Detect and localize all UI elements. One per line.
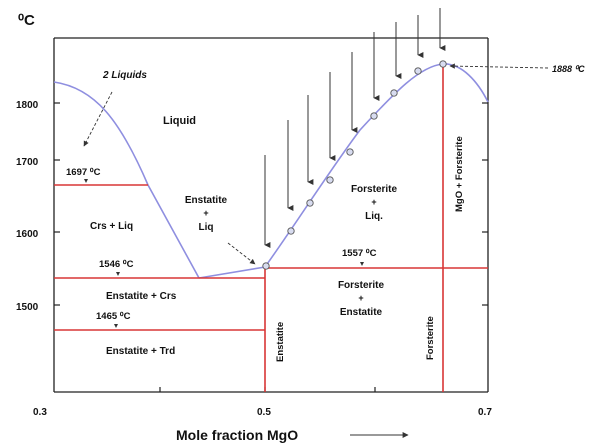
label-forsterite-liq-1: Forsterite xyxy=(351,184,398,195)
x-tick-label-0.7: 0.7 xyxy=(478,407,492,418)
liquidus-markers xyxy=(262,60,447,270)
marker xyxy=(287,227,295,235)
marker xyxy=(306,199,314,207)
label-enstatite-liq-3: Liq xyxy=(199,222,214,233)
y-tick-label-1500: 1500 xyxy=(16,302,39,313)
label-enstatite-trd: Enstatite + Trd xyxy=(106,346,175,357)
marker xyxy=(326,176,334,184)
temp-pointers xyxy=(84,179,364,328)
axes xyxy=(53,37,489,393)
marker xyxy=(370,112,378,120)
label-1557: 1557 ⁰C xyxy=(342,248,377,259)
label-liquid: Liquid xyxy=(163,115,196,127)
label-forsterite-enst-3: Enstatite xyxy=(340,307,383,318)
marker xyxy=(390,89,398,97)
marker xyxy=(262,262,270,270)
label-1697: 1697 ⁰C xyxy=(66,167,101,178)
label-forsterite-enst-1: Forsterite xyxy=(338,280,385,291)
y-tick-marks xyxy=(54,102,488,306)
label-forsterite-liq-3: Liq. xyxy=(365,211,383,222)
label-enstatite-vertical: Enstatite xyxy=(275,322,286,362)
label-enstatite-liq-2: + xyxy=(203,208,208,218)
label-forsterite-liq-2: + xyxy=(371,197,376,207)
x-tick-label-0.5: 0.5 xyxy=(257,407,271,418)
phase-boundaries xyxy=(54,65,488,392)
label-enstatite-liq-1: Enstatite xyxy=(185,195,228,206)
t1888-leader xyxy=(449,63,549,69)
y-unit-label: ⁰C xyxy=(18,12,35,29)
liquidus-curves xyxy=(53,63,489,279)
marker xyxy=(439,60,447,68)
label-enstatite-crs: Enstatite + Crs xyxy=(106,291,177,302)
enstatite-liq-leader xyxy=(227,242,256,265)
two-liquids-leader xyxy=(83,91,113,147)
cooling-arrows xyxy=(264,8,446,248)
y-tick-label-1700: 1700 xyxy=(16,157,39,168)
label-forsterite-vertical: Forsterite xyxy=(425,316,436,360)
label-1465: 1465 ⁰C xyxy=(96,311,131,322)
label-crs-liq: Crs + Liq xyxy=(90,221,133,232)
label-1888: 1888 ⁰C xyxy=(552,64,585,74)
label-1546: 1546 ⁰C xyxy=(99,259,134,270)
label-forsterite-enst-2: + xyxy=(358,293,363,303)
right-liquidus xyxy=(198,63,489,279)
left-liquidus xyxy=(53,81,200,279)
marker xyxy=(414,67,422,75)
leader-lines xyxy=(83,63,549,265)
x-axis-title: Mole fraction MgO xyxy=(176,427,298,443)
marker xyxy=(346,148,354,156)
x-tick-marks xyxy=(159,387,376,392)
x-tick-label-0.3: 0.3 xyxy=(33,407,47,418)
y-tick-label-1600: 1600 xyxy=(16,229,39,240)
y-tick-label-1800: 1800 xyxy=(16,100,39,111)
label-2-liquids: 2 Liquids xyxy=(102,70,147,81)
label-mgo-forsterite: MgO + Forsterite xyxy=(454,136,465,212)
